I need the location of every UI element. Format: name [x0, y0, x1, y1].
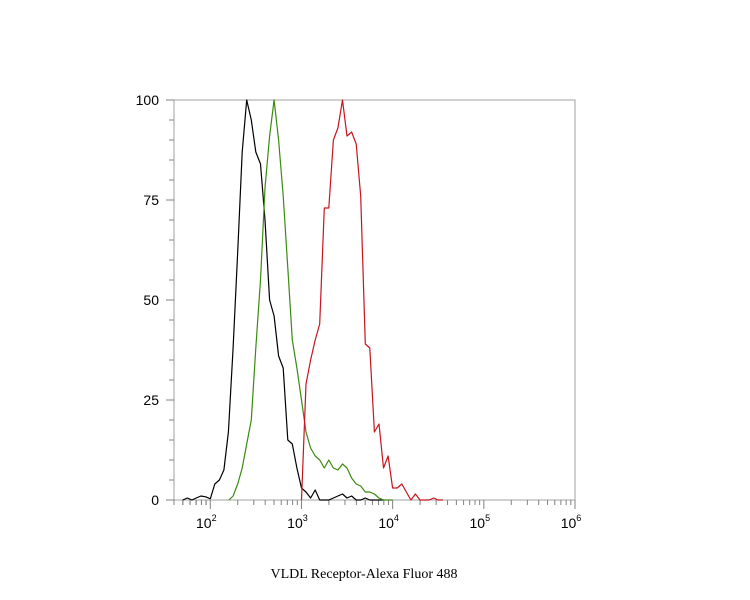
- x-tick-exponent: 4: [394, 513, 399, 523]
- y-axis: 0 25 50 75 100: [136, 92, 174, 508]
- y-tick-label: 25: [143, 392, 159, 408]
- series-line-1: [182, 99, 384, 501]
- x-tick-base: 10: [470, 515, 486, 531]
- x-tick-base: 10: [287, 515, 303, 531]
- plot-frame: [173, 99, 576, 501]
- x-tick-label: 102: [196, 513, 217, 531]
- x-tick-base: 10: [196, 515, 212, 531]
- series-layer: [182, 99, 443, 501]
- x-axis-label: VLDL Receptor-Alexa Fluor 488: [271, 567, 458, 582]
- y-tick-label: 50: [143, 292, 159, 308]
- x-tick-label: 106: [561, 513, 582, 531]
- x-tick-label: 105: [470, 513, 491, 531]
- x-tick-exponent: 5: [485, 513, 490, 523]
- series-line-2: [228, 99, 393, 501]
- series-line-3: [300, 99, 443, 501]
- x-tick-base: 10: [378, 515, 394, 531]
- x-tick-label: 103: [287, 513, 308, 531]
- x-tick-exponent: 6: [576, 513, 581, 523]
- x-tick-label: 104: [378, 513, 399, 531]
- x-tick-exponent: 3: [303, 513, 308, 523]
- y-tick-label: 0: [151, 492, 159, 508]
- y-tick-label: 75: [143, 192, 159, 208]
- x-axis: 102 103 104 105 106: [173, 500, 582, 531]
- x-tick-base: 10: [561, 515, 577, 531]
- y-tick-label: 100: [136, 92, 160, 108]
- x-tick-exponent: 2: [212, 513, 217, 523]
